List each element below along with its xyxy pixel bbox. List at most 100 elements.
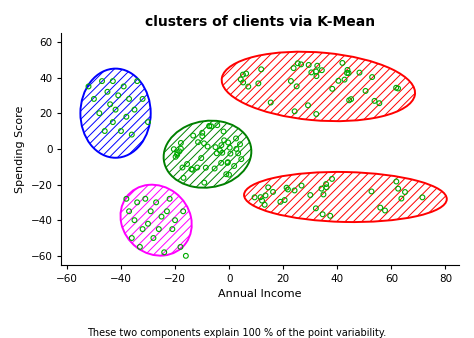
Point [297,62,305,67]
Point [205,123,213,129]
Point [313,73,320,79]
Point [290,66,297,71]
Point [90,96,98,102]
Point [392,85,400,91]
Point [313,63,321,68]
Point [172,154,179,160]
Point [171,217,179,223]
Point [305,62,312,68]
Point [109,119,117,125]
Point [112,107,119,112]
Point [261,202,268,208]
Point [328,176,336,182]
Point [327,213,334,219]
Point [117,128,125,134]
Point [362,88,369,94]
Point [338,60,346,66]
Point [224,160,231,166]
Point [328,86,336,92]
Point [169,226,176,232]
Point [128,235,136,241]
Point [291,188,298,193]
Point [194,140,202,145]
Point [284,187,292,192]
Point [170,146,178,152]
Point [401,189,409,195]
Point [212,144,219,150]
Point [131,107,138,112]
Point [139,226,146,232]
Point [131,217,138,223]
Point [233,146,240,151]
Point [343,70,351,76]
Point [213,150,220,156]
Ellipse shape [222,52,415,121]
Point [219,150,226,155]
Point [322,182,330,187]
Point [368,189,375,194]
Point [189,167,196,172]
Ellipse shape [244,172,447,222]
Point [257,67,265,72]
Point [341,77,348,82]
Point [180,175,187,180]
Point [227,151,234,156]
Point [346,98,353,103]
Point [237,156,245,162]
Point [175,149,183,154]
Point [381,208,389,213]
Point [133,78,141,84]
Point [258,198,266,203]
Point [136,244,144,250]
Point [109,78,117,84]
Point [144,119,152,125]
Point [120,84,128,89]
Point [179,165,186,170]
Point [202,165,210,170]
Point [251,195,258,200]
Point [201,180,208,185]
Point [152,200,160,205]
Point [183,161,191,167]
Point [255,81,262,86]
Point [133,200,141,205]
Point [262,193,269,198]
Point [323,185,330,190]
Point [344,67,351,73]
Point [307,192,314,198]
Point [193,165,201,170]
Y-axis label: Spending Score: Spending Score [15,105,25,193]
Point [318,68,326,73]
Point [104,89,111,95]
Point [283,185,291,190]
Point [144,221,152,226]
Point [177,140,185,146]
Point [128,132,136,137]
Point [125,96,133,102]
Point [218,142,225,148]
Point [166,196,173,201]
Point [155,226,163,232]
Point [224,140,232,145]
Point [123,114,130,119]
Point [150,235,157,241]
Point [147,209,155,214]
Point [281,197,289,203]
Point [304,103,312,108]
Point [213,122,221,128]
Point [419,195,426,200]
Point [188,166,195,172]
Point [298,183,305,188]
Ellipse shape [81,69,151,158]
Point [371,98,378,104]
Point [368,74,376,80]
Point [125,209,133,214]
Ellipse shape [164,121,251,188]
Point [114,93,122,98]
Point [356,70,363,75]
Point [208,124,215,129]
Point [335,78,342,83]
Point [177,146,185,151]
Point [106,101,114,107]
Point [163,209,171,214]
